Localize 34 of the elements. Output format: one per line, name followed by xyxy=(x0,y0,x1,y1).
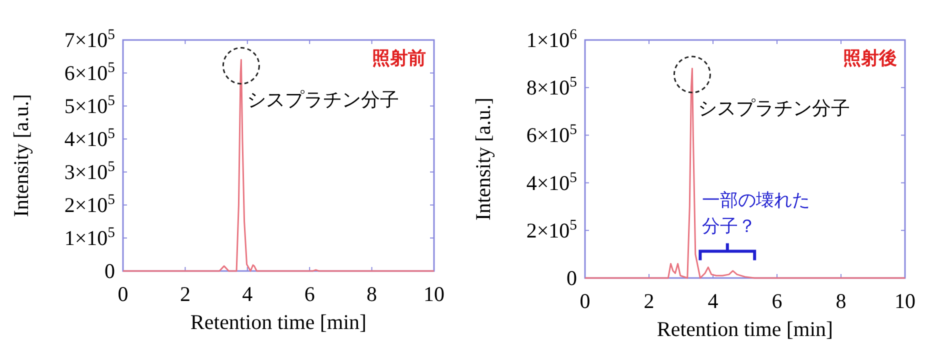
x-tick-label: 4 xyxy=(242,282,254,306)
y-tick-label: 6×10$^{5}$ xyxy=(526,122,577,148)
x-tick-label: 10 xyxy=(894,289,916,313)
y-tick-label: 1×10$^{5}$ xyxy=(64,225,115,250)
x-tick-label: 4 xyxy=(708,289,719,313)
x-tick-label: 10 xyxy=(424,282,444,306)
annotation: 一部の壊れた分子？ xyxy=(702,190,810,238)
line-series xyxy=(584,68,906,279)
x-tick-label: 2 xyxy=(644,289,654,313)
y-tick-label: 3×10$^{5}$ xyxy=(64,159,115,184)
y-tick-label: 5×10$^{5}$ xyxy=(64,93,115,118)
y-axis-title: Intensity [a.u.] xyxy=(471,97,495,221)
x-axis-title: Retention time [min] xyxy=(190,310,367,334)
y-tick-label: 7×10$^{5}$ xyxy=(64,27,115,52)
x-tick-label: 6 xyxy=(304,282,315,306)
y-tick-label: 8×10$^{5}$ xyxy=(526,74,577,100)
x-tick-label: 8 xyxy=(366,282,378,306)
y-tick-label: 2×10$^{5}$ xyxy=(526,217,577,242)
y-tick-label: 4×10$^{5}$ xyxy=(64,126,115,151)
x-tick-label: 2 xyxy=(180,282,190,306)
y-axis-title: Intensity [a.u.] xyxy=(9,94,33,218)
x-axis-title: Retention time [min] xyxy=(656,317,834,341)
annotation: シスプラチン分子 xyxy=(247,88,400,111)
y-tick-label: 6×10$^{5}$ xyxy=(64,60,115,85)
y-tick-label: 1×10$^{6}$ xyxy=(526,27,577,52)
y-tick-label: 0 xyxy=(104,259,115,283)
annotation: シスプラチン分子 xyxy=(698,98,850,120)
x-tick-label: 6 xyxy=(772,289,782,313)
y-tick-label: 4×10$^{5}$ xyxy=(526,170,577,195)
x-tick-label: 8 xyxy=(836,289,846,313)
text: 照射前 xyxy=(372,48,426,69)
y-tick-label: 0 xyxy=(566,266,577,290)
y-tick-label: 2×10$^{5}$ xyxy=(64,192,115,217)
text: 照射後 xyxy=(843,48,897,69)
